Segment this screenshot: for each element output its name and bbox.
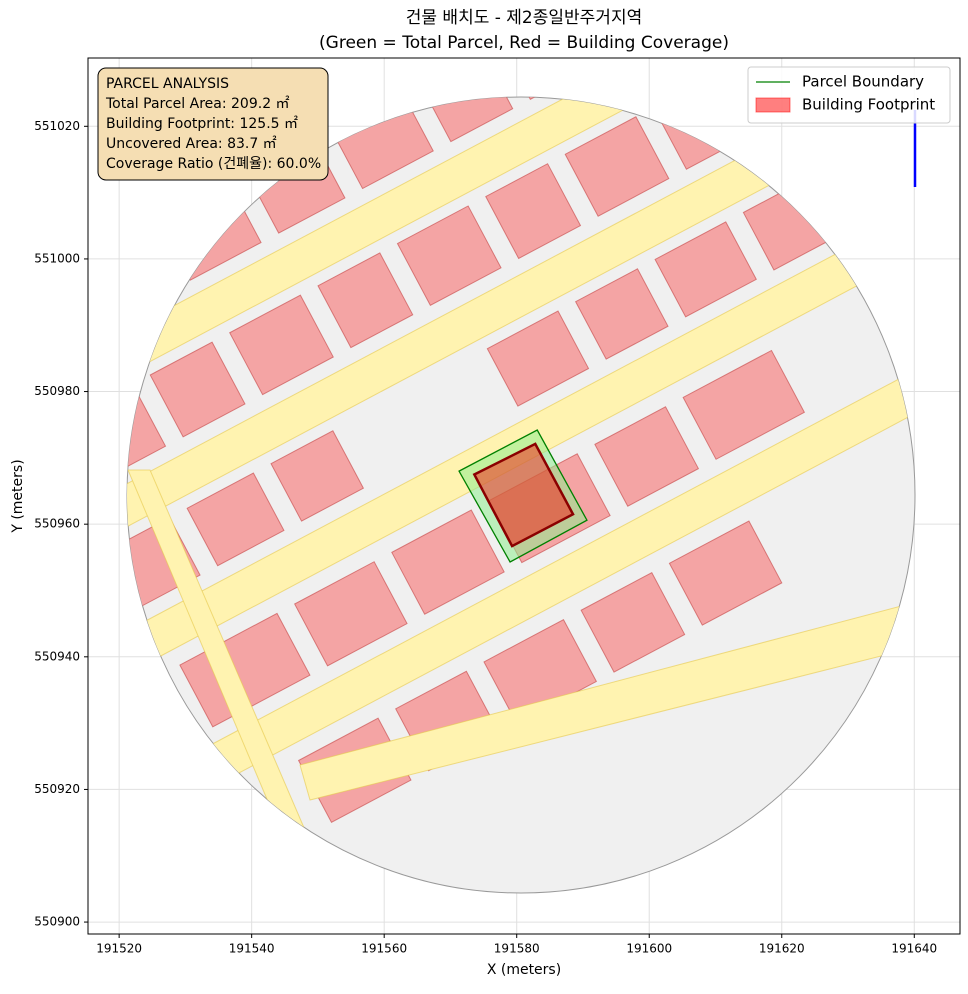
info-box: PARCEL ANALYSIS Total Parcel Area: 209.2 … xyxy=(97,67,329,181)
legend-frame xyxy=(747,66,951,124)
info-line: Uncovered Area: 83.7 ㎡ xyxy=(106,136,277,152)
x-axis-label: X (meters) xyxy=(487,962,561,978)
y-tick-label: 550900 xyxy=(34,915,80,929)
info-box-frame xyxy=(97,67,329,181)
x-tick-label: 191560 xyxy=(361,942,407,956)
y-tick-label: 550940 xyxy=(34,649,80,663)
x-tick-label: 191600 xyxy=(626,942,672,956)
x-tick-label: 191580 xyxy=(494,942,540,956)
y-tick-label: 550960 xyxy=(34,517,80,531)
chart-title: 건물 배치도 - 제2종일반주거지역 xyxy=(406,8,642,28)
building-polygon xyxy=(472,442,575,548)
y-axis-label: Y (meters) xyxy=(10,459,26,533)
legend-swatch xyxy=(755,97,791,113)
parcel-polygon xyxy=(458,429,588,563)
plot-frame xyxy=(87,57,961,935)
y-tick-label: 551020 xyxy=(34,119,80,133)
info-line: Coverage Ratio (건폐율): 60.0% xyxy=(106,156,321,172)
y-tick-label: 550920 xyxy=(34,782,80,796)
x-tick-label: 191520 xyxy=(96,942,142,956)
info-line: Total Parcel Area: 209.2 ㎡ xyxy=(105,96,290,112)
y-tick-label: 551000 xyxy=(34,251,80,265)
legend: Parcel Boundary Building Footprint xyxy=(747,66,951,124)
x-tick-label: 191640 xyxy=(891,942,937,956)
info-line: PARCEL ANALYSIS xyxy=(106,76,229,92)
legend-label: Building Footprint xyxy=(802,96,935,114)
legend-label: Parcel Boundary xyxy=(802,73,924,91)
info-line: Building Footprint: 125.5 ㎡ xyxy=(106,116,298,132)
y-tick-label: 550980 xyxy=(34,384,80,398)
x-tick-label: 191540 xyxy=(229,942,275,956)
x-tick-label: 191620 xyxy=(759,942,805,956)
chart-subtitle: (Green = Total Parcel, Red = Building Co… xyxy=(319,33,729,53)
